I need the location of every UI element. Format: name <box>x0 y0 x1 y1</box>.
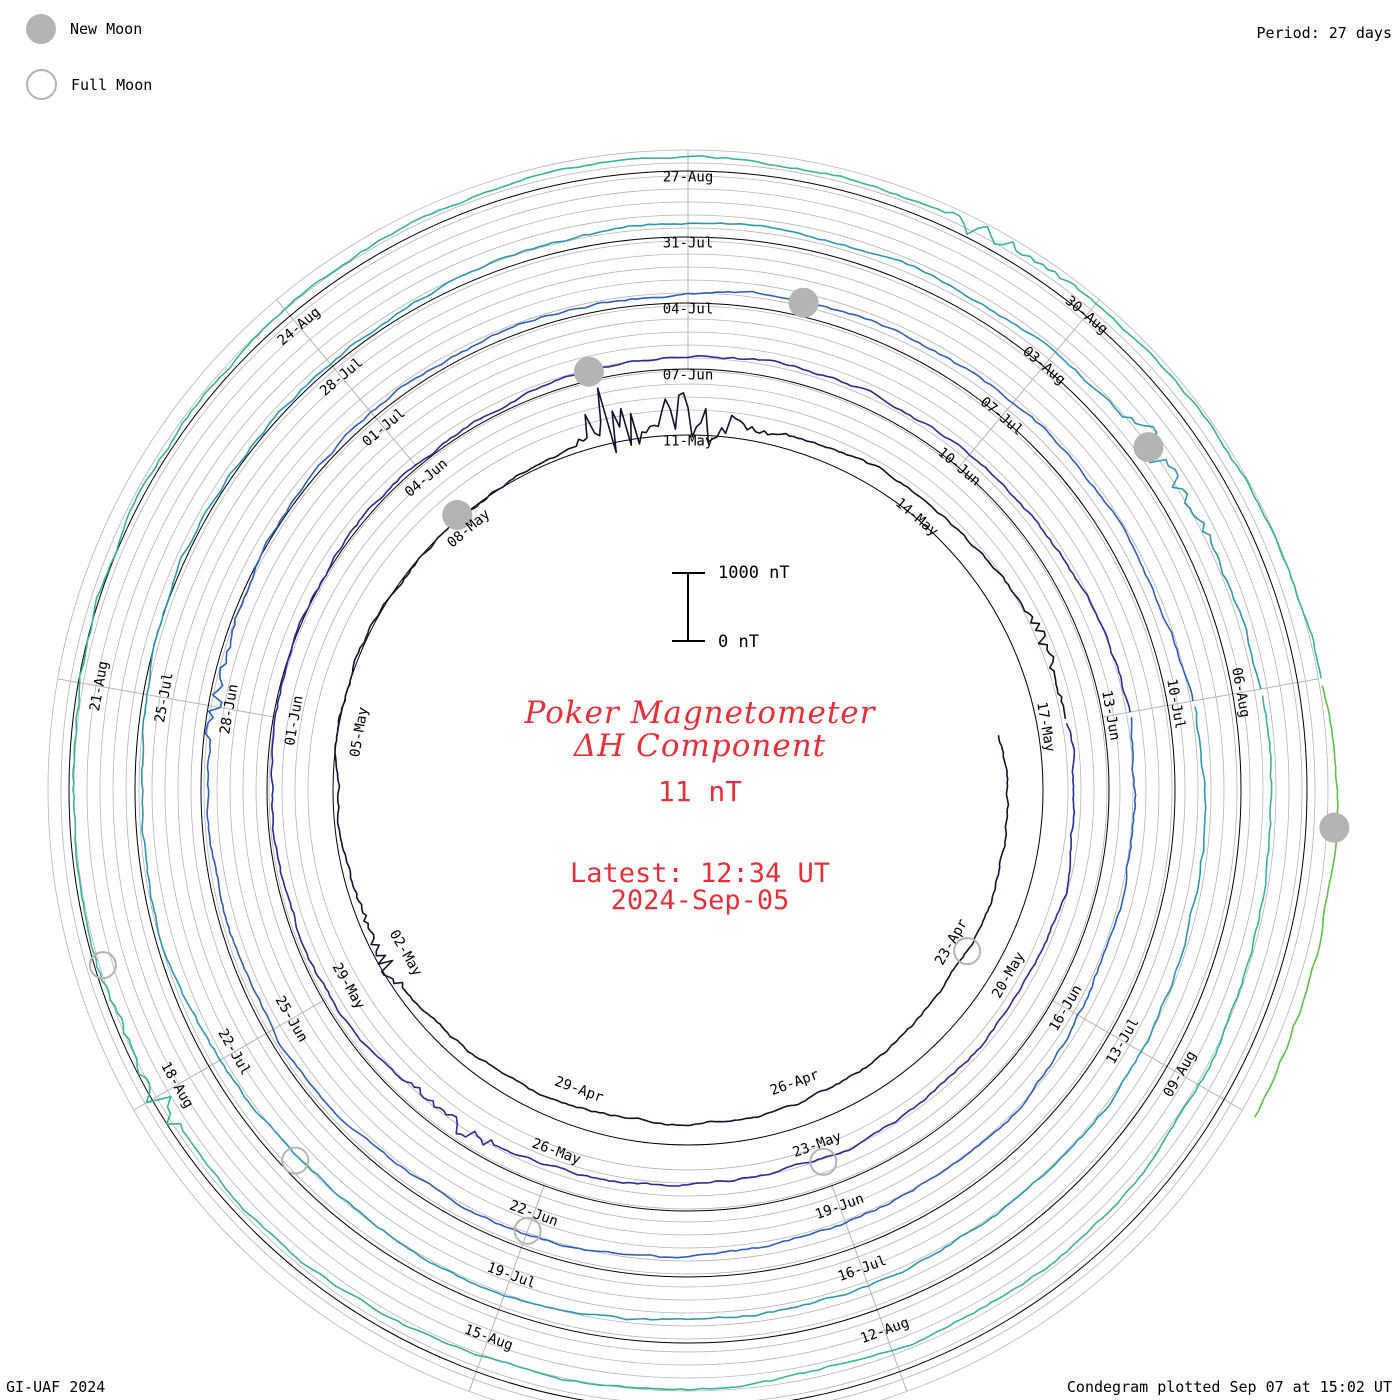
grid-circles <box>47 149 1329 1400</box>
full-moon-marker <box>953 937 982 966</box>
date-label: 15-Aug <box>462 1322 515 1354</box>
date-label: 12-Aug <box>858 1315 911 1347</box>
radial-line <box>133 999 325 1111</box>
baseline-ring <box>68 170 1308 1400</box>
radial-line <box>57 678 275 718</box>
new-moon-marker <box>573 356 604 387</box>
radial-day-lines <box>57 150 1319 1392</box>
date-label: 14-May <box>892 495 941 540</box>
radial-line <box>1051 999 1243 1111</box>
latest-time: Latest: 12:34 UT <box>569 858 831 889</box>
full-moon-marker <box>88 951 117 980</box>
new-moon-marker <box>1133 432 1164 463</box>
baseline-ring <box>134 236 1242 1344</box>
date-label: 19-Jun <box>813 1191 866 1223</box>
grid-ring <box>268 370 1108 1210</box>
footer-credit: GI-UAF 2024 <box>6 1378 106 1396</box>
radial-line <box>1101 678 1319 718</box>
latest-date: 2024-Sep-05 <box>610 885 790 916</box>
new-moon-marker <box>788 287 819 318</box>
radial-line <box>831 1184 908 1392</box>
trace-turn <box>1253 685 1339 1118</box>
magnetometer-traces <box>72 155 1339 1391</box>
trace-turn <box>334 387 1067 1127</box>
baseline-ring <box>200 302 1176 1278</box>
period-label: Period: 27 days <box>1256 24 1392 42</box>
date-label: 25-Jun <box>272 993 311 1045</box>
grid-ring <box>294 396 1082 1184</box>
current-value: 11 nT <box>657 775 743 808</box>
date-label: 24-Aug <box>275 304 324 349</box>
date-label: 26-Apr <box>768 1067 821 1099</box>
full-moon-marker <box>513 1216 542 1245</box>
trace-turn <box>72 155 1322 1391</box>
new-moon-marker <box>442 499 473 530</box>
legend-full-moon-label: Full Moon <box>71 75 153 94</box>
moon-markers <box>88 287 1350 1245</box>
scale-top-label: 1000 nT <box>718 563 790 583</box>
full-moon-icon <box>26 69 57 100</box>
legend-new-moon: New Moon <box>26 14 142 44</box>
scale-bottom-label: 0 nT <box>718 632 759 652</box>
date-label: 23-Apr <box>932 916 971 968</box>
baseline-ring <box>266 368 1110 1212</box>
footer-plotted: Condegram plotted Sep 07 at 15:02 UT <box>1066 1378 1392 1396</box>
new-moon-icon <box>26 14 56 44</box>
date-label: 04-Jul <box>663 302 714 318</box>
date-label: 03-Aug <box>1019 344 1068 389</box>
date-label: 02-May <box>386 927 425 979</box>
date-label: 16-Jun <box>1046 982 1085 1034</box>
scale-bar <box>672 572 705 642</box>
date-label: 09-Aug <box>1161 1048 1200 1100</box>
date-label: 31-Jul <box>663 236 714 252</box>
chart-title: Poker Magnetometer <box>524 695 876 731</box>
trace-turn <box>140 222 1262 1321</box>
date-label: 11-May <box>663 434 714 450</box>
full-moon-marker <box>281 1146 310 1175</box>
legend-new-moon-label: New Moon <box>70 20 143 38</box>
date-label: 18-Aug <box>157 1059 196 1111</box>
date-label: 07-Jul <box>977 394 1026 439</box>
date-label: 27-Aug <box>663 170 714 186</box>
legend-full-moon: Full Moon <box>26 69 152 100</box>
trace-turn <box>270 355 1131 1187</box>
grid-ring <box>281 383 1095 1197</box>
date-label: 07-Jun <box>663 368 714 384</box>
trace-turn <box>204 290 1194 1259</box>
reference-baseline-circles <box>68 170 1308 1400</box>
date-label: 30-Aug <box>1062 293 1111 338</box>
new-moon-marker <box>1319 812 1350 843</box>
radial-line <box>957 299 1100 469</box>
baseline-ring <box>332 434 1044 1146</box>
radial-line <box>276 299 419 469</box>
full-moon-marker <box>809 1147 838 1176</box>
date-label: 19-Jul <box>485 1260 538 1292</box>
chart-subtitle: ΔH Component <box>573 728 827 764</box>
